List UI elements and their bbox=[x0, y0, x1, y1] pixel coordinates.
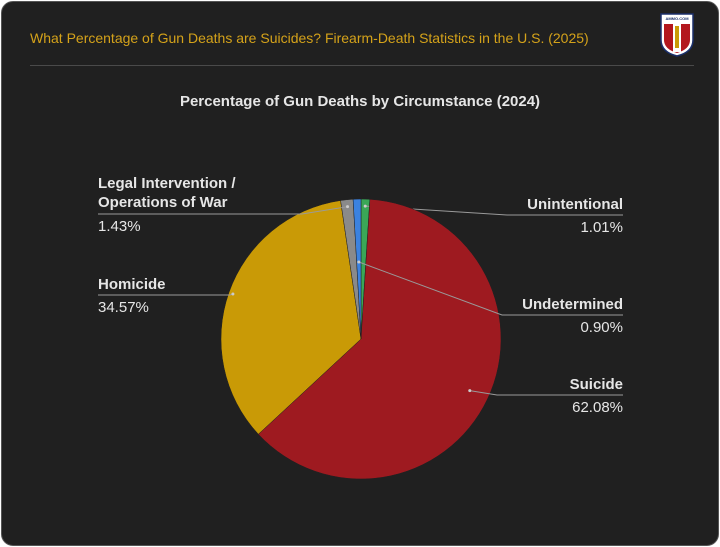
slice-value: 62.08% bbox=[572, 399, 623, 416]
leader-line bbox=[98, 206, 348, 215]
slice-value: 34.57% bbox=[98, 299, 149, 316]
slice-label: Undetermined bbox=[522, 296, 623, 313]
leader-dot bbox=[231, 292, 235, 296]
slice-label: Unintentional bbox=[527, 196, 623, 213]
pie-slice bbox=[258, 199, 502, 480]
leader-line bbox=[469, 390, 623, 396]
slice-value: 1.01% bbox=[580, 219, 623, 236]
logo-text: AMMO.COM bbox=[665, 16, 689, 21]
chart-title: Percentage of Gun Deaths by Circumstance… bbox=[179, 93, 541, 110]
pie-slice bbox=[352, 198, 362, 340]
slice-label: Legal Intervention / Operations of War bbox=[98, 175, 236, 211]
leader-dot bbox=[346, 205, 350, 209]
slice-label: Homicide bbox=[98, 276, 166, 293]
logo: AMMO.COM bbox=[660, 13, 694, 57]
leader-line bbox=[358, 261, 623, 316]
pie-slice bbox=[220, 200, 362, 435]
leader-dot bbox=[363, 204, 367, 208]
slice-value: 1.43% bbox=[98, 218, 141, 235]
leader-dot bbox=[468, 389, 472, 393]
slice-value: 0.90% bbox=[580, 319, 623, 336]
leader-dot bbox=[357, 260, 361, 264]
leader-line bbox=[98, 293, 234, 296]
divider bbox=[30, 65, 694, 66]
header-title: What Percentage of Gun Deaths are Suicid… bbox=[30, 30, 589, 46]
slice-label: Suicide bbox=[569, 376, 623, 393]
